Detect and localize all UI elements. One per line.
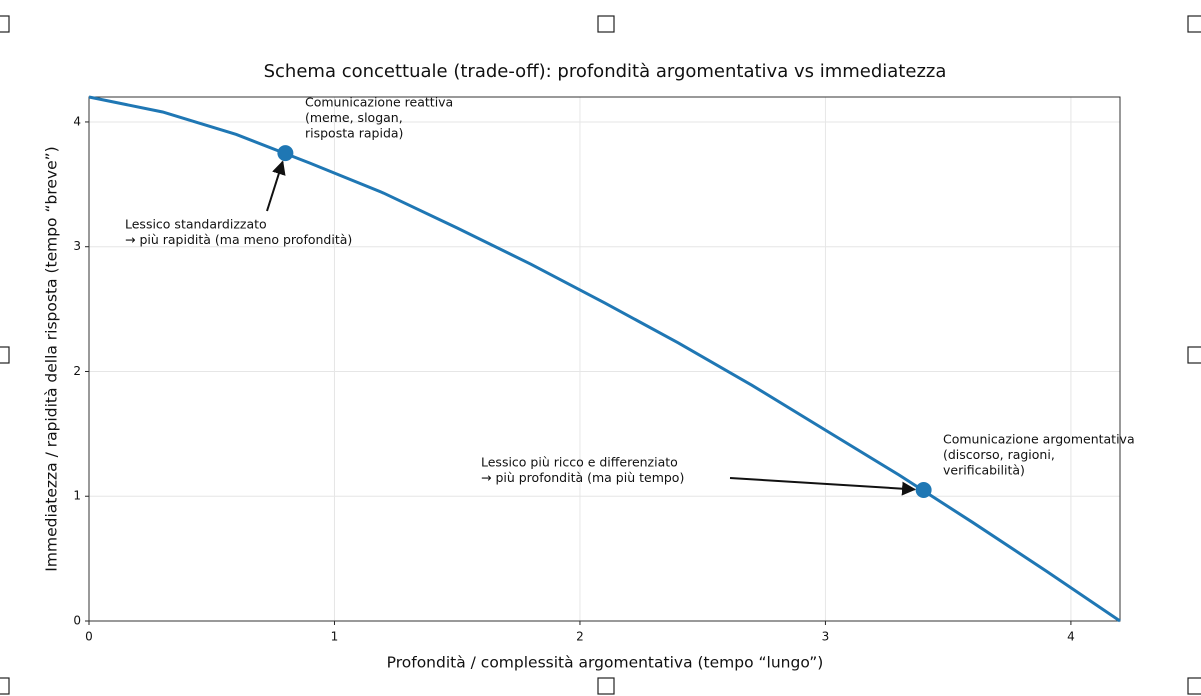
y-tick-label: 0 [73, 614, 81, 628]
frame-squares [0, 15, 1201, 695]
x-axis-label: Profondità / complessità argomentativa (… [387, 654, 824, 672]
line [88, 95, 1121, 623]
annotation: Lessico più ricco e differenziato [481, 455, 678, 470]
annotation: verificabilità) [943, 463, 1025, 478]
x-tick-label: 3 [822, 630, 830, 644]
x-tick-label: 1 [331, 630, 339, 644]
annotation: Comunicazione reattiva [305, 95, 453, 110]
y-tick-label: 3 [73, 239, 81, 253]
point [277, 145, 294, 162]
x-tick-label: 4 [1067, 630, 1075, 644]
point [915, 482, 932, 498]
annotation: (discorso, ragioni, [943, 447, 1055, 462]
annotation-arrow [266, 160, 286, 212]
annotation: Lessico standardizzato [125, 217, 267, 232]
y-tick-label: 1 [73, 489, 81, 503]
plot-frame [88, 96, 1121, 622]
y-tick-label: 2 [73, 364, 81, 378]
annotation: → più profondità (ma più tempo) [481, 470, 684, 485]
annotation: risposta rapida) [305, 126, 403, 141]
annotation: (meme, slogan, [305, 110, 403, 125]
chart-title: Schema concettuale (trade-off): profondi… [264, 61, 947, 82]
annotation: → più rapidità (ma meno profondità) [125, 232, 352, 247]
annotation: Comunicazione argomentativa [943, 432, 1135, 447]
x-tick-label: 2 [576, 630, 584, 644]
y-tick-label: 4 [73, 114, 81, 128]
y-axis-label: Immediatezza / rapidità della risposta (… [43, 146, 61, 571]
annotation-arrow [729, 477, 917, 496]
x-tick-label: 0 [85, 630, 93, 644]
